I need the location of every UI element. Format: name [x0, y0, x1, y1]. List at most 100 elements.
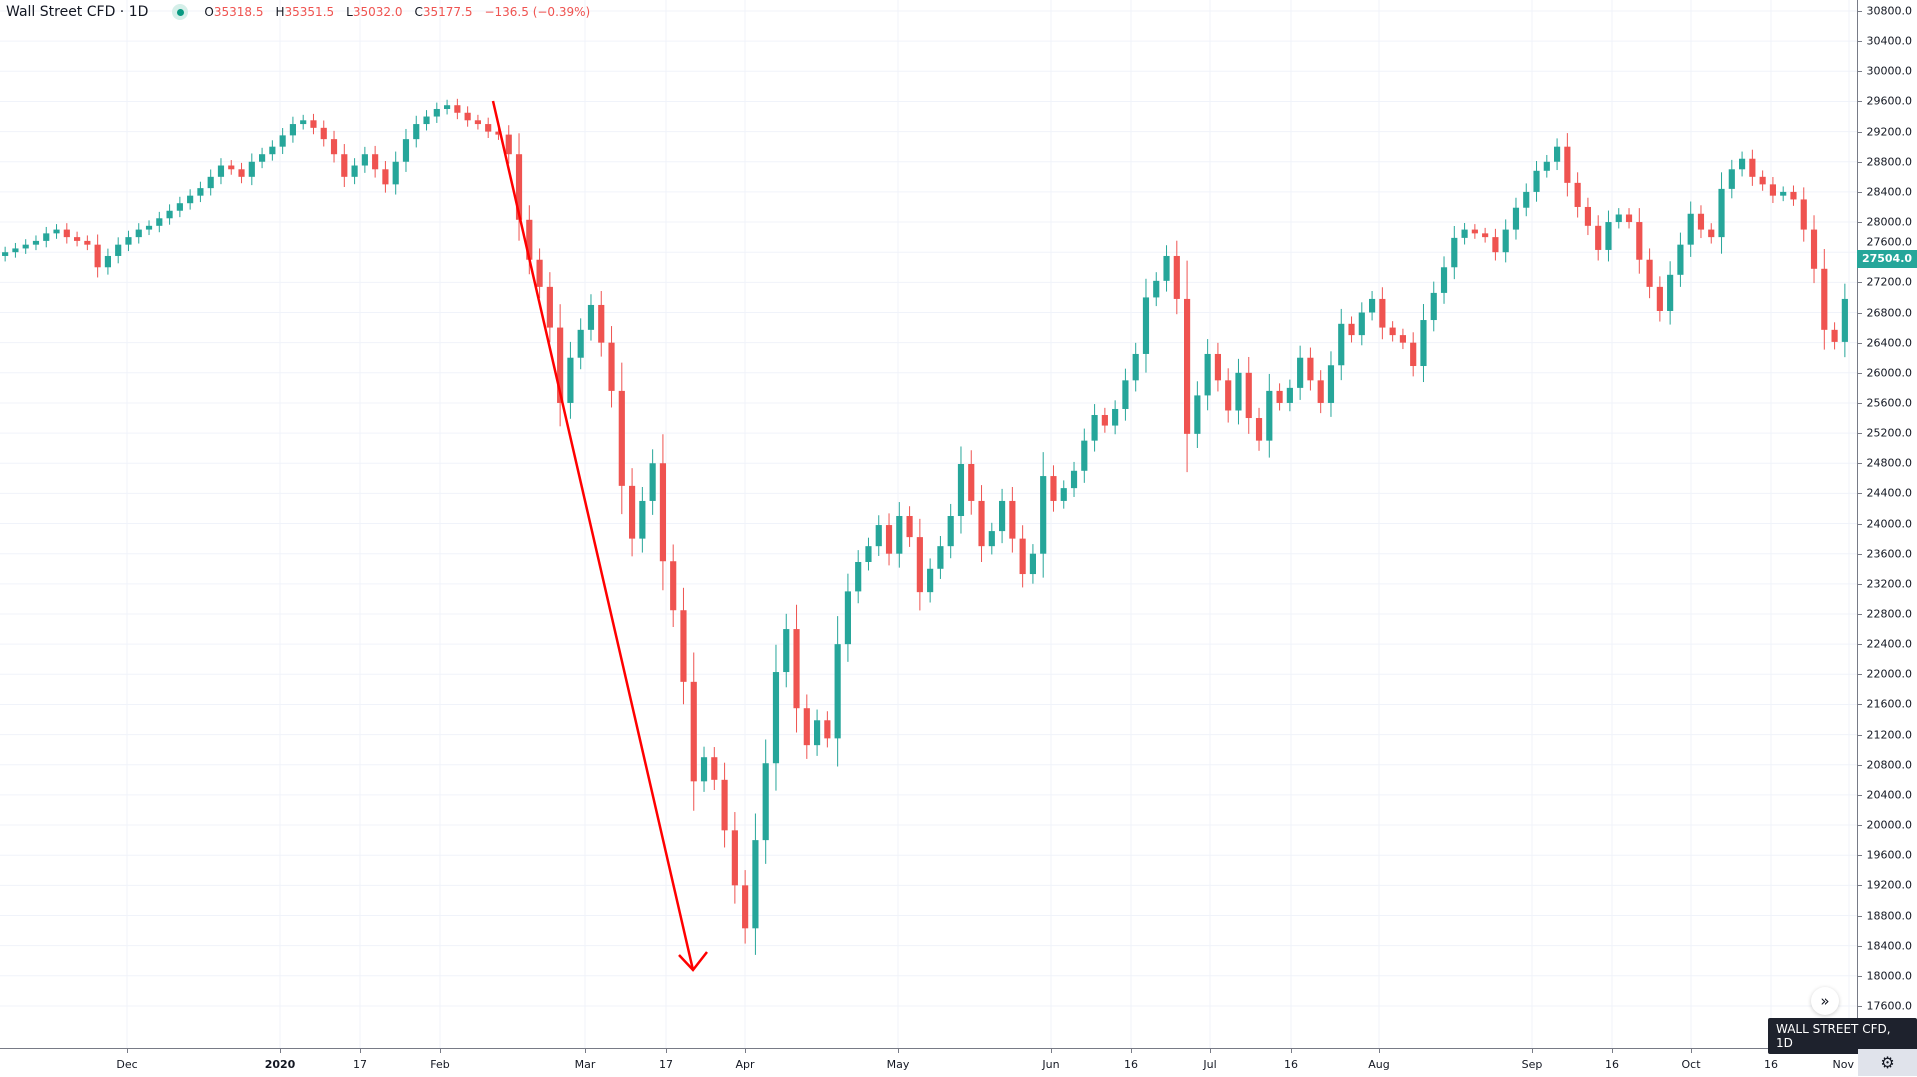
- candle-body: [855, 561, 862, 592]
- time-tick-label: Aug: [1368, 1058, 1390, 1071]
- candle: [577, 318, 584, 370]
- price-tick: [1858, 644, 1862, 646]
- candle: [1369, 291, 1376, 321]
- candle: [1204, 339, 1211, 411]
- candle: [1327, 351, 1335, 417]
- candle: [834, 616, 841, 767]
- chart-settings-button[interactable]: ⚙: [1858, 1049, 1917, 1076]
- grid: [0, 0, 1857, 1048]
- price-tick-label: 25600.0: [1866, 396, 1913, 410]
- candle: [135, 223, 142, 244]
- candle: [1297, 345, 1304, 400]
- candle-body: [1389, 327, 1396, 336]
- candle: [515, 133, 523, 241]
- price-tick: [1858, 825, 1862, 827]
- price-tick-label: 28800.0: [1866, 155, 1913, 169]
- candle: [310, 113, 317, 135]
- candle: [238, 162, 245, 184]
- candle-body: [1060, 488, 1067, 501]
- candle-body: [1810, 229, 1818, 269]
- candle-body: [32, 240, 40, 245]
- candle: [84, 235, 91, 251]
- candle-body: [1502, 229, 1509, 253]
- time-tick-label: Dec: [116, 1058, 138, 1071]
- candle: [413, 115, 420, 148]
- chart-plot-area[interactable]: [0, 0, 1857, 1048]
- candle-body: [1009, 500, 1016, 539]
- candle: [1255, 407, 1263, 451]
- candle: [999, 488, 1006, 544]
- candle: [896, 502, 903, 568]
- candle: [1533, 160, 1540, 202]
- candle: [1132, 342, 1139, 392]
- candle-body: [1379, 298, 1386, 328]
- candle-body: [1307, 357, 1314, 381]
- ohlc-change: −136.5 (−0.39%): [484, 5, 591, 19]
- candle-body: [885, 525, 893, 554]
- candle-body: [1420, 320, 1427, 367]
- candle: [1163, 245, 1170, 292]
- candle: [1420, 304, 1427, 383]
- candle: [1245, 356, 1252, 434]
- candle: [53, 224, 60, 239]
- candle-body: [1214, 353, 1221, 381]
- candle-body: [1163, 255, 1170, 281]
- candle-body: [515, 154, 523, 220]
- time-axis[interactable]: Dec 2020 17 Feb Mar 17 Apr May Jun 16 Jul 16 Aug Sep 1…: [0, 1048, 1857, 1077]
- candle-body: [608, 342, 615, 391]
- candle-body: [361, 154, 368, 166]
- candle-body: [382, 169, 389, 185]
- candle-body: [598, 304, 605, 343]
- candle: [1728, 159, 1735, 199]
- candle: [598, 291, 605, 357]
- candle-body: [22, 244, 29, 249]
- candle-body: [1677, 244, 1684, 275]
- time-tick: [745, 1049, 746, 1053]
- price-tick-label: 17600.0: [1866, 999, 1913, 1013]
- candle-body: [618, 390, 625, 486]
- candle-body: [937, 546, 944, 569]
- price-tick: [1858, 945, 1862, 947]
- time-tick-label: 16: [1764, 1058, 1778, 1071]
- candle: [1615, 208, 1622, 229]
- candle-body: [557, 327, 564, 403]
- time-tick: [1291, 1049, 1292, 1053]
- candle-body: [1595, 225, 1602, 250]
- candle-body: [1471, 229, 1478, 234]
- candle-body: [1800, 199, 1807, 230]
- scroll-to-realtime-button[interactable]: »: [1811, 987, 1839, 1015]
- candle: [228, 160, 235, 175]
- candle: [567, 341, 574, 419]
- candle: [43, 226, 50, 248]
- candle: [1389, 321, 1396, 342]
- symbol-title[interactable]: Wall Street CFD · 1D: [6, 4, 149, 20]
- time-tick-label: 17: [353, 1058, 367, 1071]
- candle-body: [1708, 229, 1715, 238]
- candle-body: [310, 120, 317, 128]
- candle: [351, 158, 358, 185]
- candle-body: [988, 531, 995, 547]
- price-tick: [1858, 222, 1862, 224]
- candle: [166, 204, 173, 225]
- price-tick: [1858, 583, 1862, 585]
- trend-arrow-annotation[interactable]: [491, 100, 708, 972]
- candle: [1399, 328, 1406, 350]
- candle: [300, 114, 307, 130]
- price-axis[interactable]: 30800.0 30400.0 30000.0 29600.0 29200.0 28800…: [1857, 0, 1917, 1048]
- price-tick: [1858, 674, 1862, 676]
- candle-body: [1286, 387, 1293, 403]
- time-tick: [360, 1049, 361, 1053]
- candle-body: [587, 304, 595, 330]
- candle-body: [1615, 214, 1622, 223]
- candle: [433, 102, 440, 123]
- candle-body: [43, 233, 50, 241]
- candle: [1769, 177, 1776, 204]
- candle: [1564, 133, 1571, 197]
- candle: [1667, 261, 1674, 325]
- price-tick-label: 29200.0: [1866, 125, 1913, 139]
- time-tick: [1691, 1049, 1692, 1053]
- candle: [968, 450, 975, 515]
- candle-body: [320, 127, 327, 140]
- price-tick: [1858, 463, 1862, 465]
- candle: [762, 739, 769, 864]
